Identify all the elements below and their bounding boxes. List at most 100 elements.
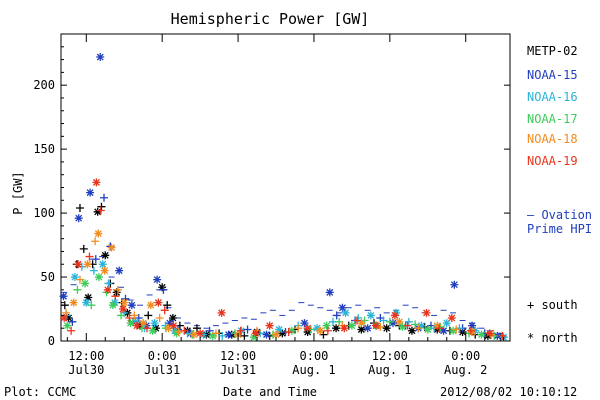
north-marker <box>439 326 448 335</box>
north-marker <box>392 308 401 317</box>
legend-south-marker: + south <box>527 298 578 312</box>
north-marker <box>94 229 103 238</box>
series-noaa-18 <box>62 229 496 339</box>
x-tick-label-time: 12:00 <box>372 349 408 363</box>
north-marker <box>92 178 101 187</box>
series-noaa-15 <box>59 53 502 340</box>
plot-border <box>60 33 511 342</box>
north-marker <box>340 324 349 333</box>
north-marker <box>251 329 260 338</box>
north-marker <box>132 321 141 330</box>
north-marker <box>262 330 271 339</box>
north-marker <box>217 308 226 317</box>
north-marker <box>447 313 456 322</box>
north-marker <box>395 317 404 326</box>
y-tick-label: 50 <box>41 270 55 284</box>
north-marker <box>112 288 121 297</box>
y-tick-label: 100 <box>33 206 55 220</box>
south-marker <box>352 316 361 325</box>
north-marker <box>131 317 140 326</box>
north-marker <box>108 301 117 310</box>
north-marker <box>322 321 331 330</box>
north-marker <box>165 319 174 328</box>
x-tick-label-date: Jul31 <box>220 363 256 377</box>
north-marker <box>450 280 459 289</box>
legend-north-marker: * north <box>527 331 578 345</box>
south-marker <box>125 313 134 322</box>
south-marker <box>117 311 126 320</box>
north-marker <box>107 243 116 252</box>
y-axis-label: P [GW] <box>11 171 25 215</box>
north-marker <box>59 292 68 301</box>
south-marker <box>143 324 152 333</box>
legend-item-ovation-line1: — Ovation <box>527 208 593 222</box>
north-marker <box>390 311 399 320</box>
north-marker <box>63 321 72 330</box>
north-marker <box>189 330 198 339</box>
satellite-scatter-series <box>59 53 508 342</box>
north-marker <box>325 288 334 297</box>
north-marker <box>468 328 477 337</box>
south-marker <box>73 285 82 294</box>
north-marker <box>332 324 341 333</box>
north-marker <box>357 325 366 334</box>
south-marker <box>294 324 303 333</box>
south-marker <box>111 292 120 301</box>
north-marker <box>224 330 233 339</box>
north-marker <box>471 326 480 335</box>
north-marker <box>371 321 380 330</box>
north-marker <box>275 325 284 334</box>
north-marker <box>272 330 281 339</box>
north-marker <box>146 301 155 310</box>
chart-title: Hemispheric Power [GW] <box>170 10 370 28</box>
north-marker <box>81 279 90 288</box>
x-tick-label-time: 0:00 <box>300 349 329 363</box>
south-marker <box>160 306 169 315</box>
north-marker <box>164 324 173 333</box>
south-marker <box>218 331 227 340</box>
north-marker <box>407 326 416 335</box>
south-marker <box>75 275 84 284</box>
north-marker <box>172 329 181 338</box>
north-marker <box>120 298 129 307</box>
north-marker <box>148 326 157 335</box>
north-marker <box>338 303 347 312</box>
north-marker <box>417 321 426 330</box>
x-tick-label-date: Aug. 2 <box>444 363 487 377</box>
north-marker <box>265 321 274 330</box>
south-marker <box>414 324 423 333</box>
north-marker <box>449 326 458 335</box>
south-marker <box>385 317 394 326</box>
north-marker <box>423 325 432 334</box>
south-marker <box>180 326 189 335</box>
north-marker <box>115 266 124 275</box>
south-marker <box>435 324 444 333</box>
north-marker <box>303 324 312 333</box>
north-marker <box>74 214 83 223</box>
north-marker <box>139 319 148 328</box>
north-marker <box>422 308 431 317</box>
south-marker <box>155 313 164 322</box>
north-marker <box>60 313 69 322</box>
south-marker <box>163 301 172 310</box>
plot-frame <box>60 33 511 342</box>
legend-item-noaa-15: NOAA-15 <box>527 68 578 82</box>
north-marker <box>208 331 217 340</box>
y-tick-label: 200 <box>33 78 55 92</box>
south-marker <box>236 326 245 335</box>
north-marker <box>98 260 107 269</box>
north-marker <box>199 330 208 339</box>
south-marker <box>87 301 96 310</box>
north-marker <box>249 333 258 342</box>
north-marker <box>442 319 451 328</box>
south-marker <box>323 326 332 335</box>
south-marker <box>243 325 252 334</box>
north-marker <box>103 285 112 294</box>
north-marker <box>93 207 102 216</box>
north-marker <box>70 273 79 282</box>
north-marker <box>69 298 78 307</box>
footer-plot-source: Plot: CCMC <box>4 385 77 399</box>
south-marker <box>174 328 183 337</box>
y-tick-label: 0 <box>48 334 55 348</box>
